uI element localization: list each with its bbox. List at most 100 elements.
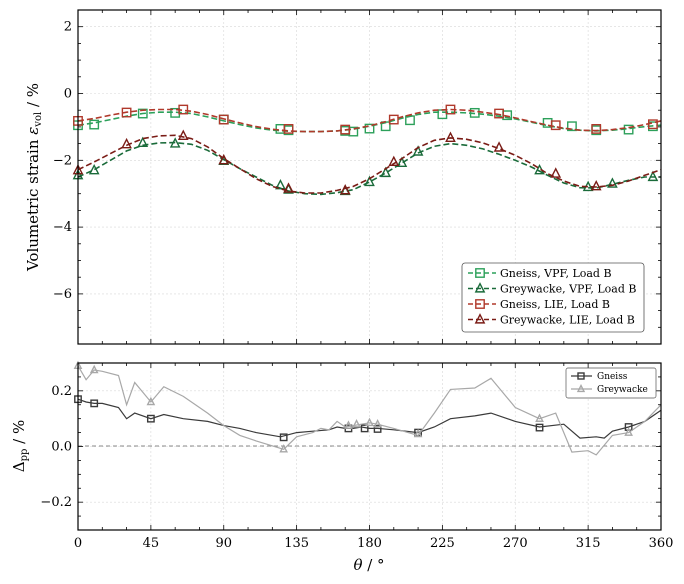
bottom-legend-label: Gneiss (597, 372, 628, 382)
top-legend-marker (475, 299, 485, 309)
bottom-series-group (73, 360, 662, 456)
bottom-series-0-marker (146, 414, 155, 423)
top-series-2-marker (178, 104, 189, 115)
bottom-y-tick-label: 0.0 (51, 440, 72, 455)
top-series-1-marker (396, 156, 408, 168)
top-series-2-marker (218, 114, 229, 125)
x-tick-label: 270 (503, 536, 528, 551)
top-series-line-2 (77, 108, 662, 133)
top-series-3-marker (590, 179, 602, 191)
top-series-2-marker (550, 120, 561, 131)
x-axis-label: θ / ° (353, 556, 384, 574)
top-y-tick-label: −2 (53, 153, 72, 168)
top-series-2-marker (648, 119, 658, 130)
top-series-3-marker (121, 137, 132, 149)
bottom-series-0-marker (535, 423, 544, 432)
x-tick-label: 90 (215, 536, 232, 551)
bottom-series-0-marker (90, 399, 99, 408)
top-y-tick-label: 2 (64, 20, 72, 35)
x-tick-label: 225 (430, 536, 455, 551)
top-series-1-marker (380, 166, 392, 178)
top-legend-label: Gneiss, LIE, Load B (500, 298, 610, 311)
top-series-2-marker (494, 108, 504, 119)
bottom-grid (77, 363, 662, 530)
bottom-y-tick-label: 0.2 (51, 384, 72, 399)
bottom-legend-marker (577, 372, 585, 380)
top-series-2-marker (121, 107, 132, 118)
x-tick-label: 45 (143, 536, 160, 551)
x-tick-label: 180 (357, 536, 382, 551)
top-series-0-marker (623, 124, 634, 135)
top-series-0-marker (405, 115, 415, 126)
difference-panel: 0.2 0.0 −0.2 0 45 90 135 180 225 270 315 360 Δpp / … (10, 360, 673, 574)
top-y-tick-label: 0 (64, 87, 72, 102)
x-tick-label: 360 (649, 536, 674, 551)
bottom-series-1-marker (146, 396, 156, 406)
top-legend-marker (474, 313, 486, 324)
top-series-3-marker (283, 182, 294, 193)
top-series-0-marker (89, 119, 100, 130)
top-legend: Gneiss, VPF, Load B Greywacke, VPF, Load … (461, 262, 645, 333)
top-series-2-marker (591, 124, 602, 134)
top-series-1-marker (364, 175, 375, 187)
top-series-1-marker (275, 178, 286, 190)
top-series-3-marker (339, 183, 351, 195)
bottom-series-1-marker (373, 419, 382, 428)
top-series-2-marker (445, 104, 456, 115)
x-tick-label: 315 (576, 536, 601, 551)
top-series-3-marker (493, 141, 505, 152)
bottom-series-1-marker (352, 419, 361, 428)
top-y-tick-label: −6 (53, 287, 72, 302)
bottom-series-1-marker (365, 417, 374, 427)
top-series-1-marker (647, 170, 659, 182)
top-series-1-marker (88, 163, 100, 175)
top-series-line-3 (77, 134, 662, 194)
top-series-2-marker (340, 124, 351, 135)
bottom-series-1-marker (624, 427, 633, 436)
bottom-series-1-marker (89, 364, 99, 374)
top-ticks: 2 0 −2 −4 −6 (53, 10, 662, 344)
top-series-1-marker (607, 177, 618, 188)
top-series-0-marker (364, 123, 375, 134)
top-series-group (72, 104, 662, 196)
top-legend-label: Greywacke, VPF, Load B (500, 283, 636, 296)
top-series-0-marker (567, 121, 577, 132)
top-series-1-marker (137, 136, 149, 148)
top-series-3-marker (445, 131, 456, 143)
top-series-3-marker (550, 167, 562, 178)
bottom-series-1-marker (413, 428, 423, 438)
top-legend-marker (474, 282, 486, 293)
top-series-3-marker (177, 129, 189, 140)
bottom-legend: Gneiss Greywacke (565, 367, 657, 399)
bottom-y-tick-label: −0.2 (40, 495, 72, 510)
bottom-ticks: 0.2 0.0 −0.2 0 45 90 135 180 225 270 315 360 (40, 363, 673, 551)
top-y-tick-label: −4 (53, 220, 72, 235)
volumetric-strain-panel: 2 0 −2 −4 −6 Volumetric strain εvol / % Gnei… (24, 9, 662, 345)
top-series-0-marker (469, 107, 480, 118)
bottom-series-0-marker (373, 425, 382, 433)
bottom-y-axis-label: Δpp / % (10, 420, 30, 473)
top-legend-frame (461, 262, 645, 333)
top-series-3-marker (218, 153, 230, 165)
top-series-3-marker (388, 155, 400, 167)
bottom-series-1-marker (279, 444, 289, 453)
bottom-series-1-marker (535, 413, 544, 422)
top-series-2-marker (388, 114, 399, 125)
x-tick-label: 0 (74, 536, 82, 551)
bottom-legend-marker (576, 384, 586, 393)
top-series-0-marker (275, 124, 286, 134)
top-y-axis-label: Volumetric strain εvol / % (24, 83, 44, 272)
top-series-2-marker (283, 124, 294, 134)
top-legend-marker (475, 268, 485, 278)
bottom-legend-label: Greywacke (597, 385, 648, 395)
top-legend-label: Greywacke, LIE, Load B (500, 314, 635, 327)
top-series-1-marker (169, 137, 181, 148)
bottom-series-1-marker (344, 420, 353, 429)
top-series-0-marker (137, 108, 148, 119)
bottom-series-0-marker (360, 424, 369, 433)
bottom-series-0-marker (279, 433, 288, 442)
top-series-1-marker (412, 145, 424, 156)
x-tick-label: 135 (284, 536, 309, 551)
top-legend-label: Gneiss, VPF, Load B (500, 267, 612, 280)
